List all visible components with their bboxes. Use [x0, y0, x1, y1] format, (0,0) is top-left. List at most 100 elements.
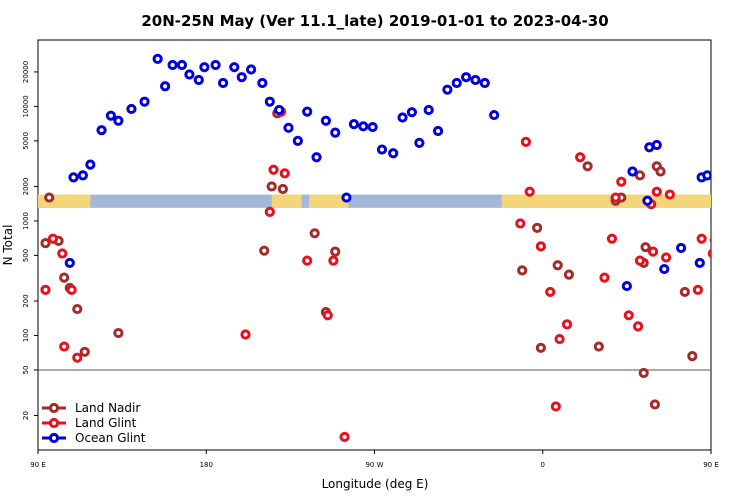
data-point — [279, 168, 290, 179]
data-point — [72, 352, 83, 363]
data-point — [376, 144, 388, 155]
data-point — [524, 186, 535, 197]
data-point — [85, 159, 96, 170]
data-point — [47, 233, 59, 244]
data-point — [722, 127, 729, 134]
legend-item: Ocean Glint — [42, 431, 146, 445]
data-point — [582, 161, 593, 172]
data-point — [675, 242, 687, 254]
data-point — [470, 74, 481, 86]
data-point — [339, 431, 350, 443]
data-point — [745, 105, 750, 112]
data-point — [634, 170, 646, 181]
chart-title: 20N-25N May (Ver 11.1_late) 2019-01-01 t… — [141, 12, 608, 30]
y-axis-label: N Total — [1, 225, 15, 266]
data-point — [535, 342, 546, 353]
legend-swatch-marker — [48, 432, 60, 444]
series-ocean-glint — [64, 53, 750, 292]
data-point — [634, 255, 646, 266]
data-point — [432, 125, 444, 137]
data-point — [719, 343, 726, 350]
data-point — [649, 399, 661, 410]
data-point — [520, 136, 532, 147]
x-tick-label: 90 W — [365, 461, 383, 469]
data-point — [229, 62, 240, 73]
data-point — [461, 72, 472, 83]
data-point — [68, 172, 79, 183]
data-point — [358, 121, 369, 132]
data-point — [72, 303, 83, 315]
data-point — [193, 74, 204, 86]
data-point — [451, 77, 462, 89]
data-point — [274, 104, 285, 116]
data-point — [730, 274, 737, 281]
x-tick-label: 90 E — [703, 461, 719, 469]
data-point — [246, 64, 257, 75]
x-tick-label: 180 — [200, 461, 213, 469]
data-point — [113, 115, 124, 126]
data-point — [442, 84, 453, 95]
data-point — [561, 319, 573, 330]
data-point — [651, 186, 662, 197]
data-point — [623, 310, 634, 321]
data-point — [489, 109, 500, 121]
data-point — [330, 127, 341, 138]
data-point — [264, 96, 275, 107]
data-point — [679, 286, 690, 298]
data-point — [552, 260, 563, 271]
data-point — [126, 103, 137, 115]
data-point — [737, 117, 744, 124]
legend-swatch-marker — [48, 402, 60, 414]
data-point — [236, 72, 247, 83]
data-point — [696, 233, 707, 244]
data-point — [692, 284, 704, 295]
data-point — [40, 284, 51, 295]
data-point — [517, 265, 528, 276]
data-point — [277, 183, 288, 195]
data-point — [659, 263, 670, 275]
legend-label: Land Glint — [75, 416, 137, 430]
data-point — [739, 284, 746, 291]
data-point — [414, 137, 425, 149]
data-point — [640, 242, 651, 253]
data-point — [139, 96, 150, 107]
data-point — [651, 139, 662, 151]
data-point — [66, 284, 77, 295]
data-point — [259, 245, 270, 256]
data-point — [105, 110, 117, 121]
data-point — [732, 112, 739, 119]
x-tick-label: 0 — [541, 461, 545, 469]
data-point — [160, 81, 171, 92]
data-point — [44, 192, 55, 203]
y-tick-label: 5000 — [22, 132, 30, 150]
data-point — [257, 77, 268, 89]
data-point — [593, 341, 604, 352]
data-point — [720, 237, 727, 244]
data-point — [64, 257, 75, 269]
y-tick-label: 100 — [22, 329, 30, 342]
legend-item: Land Glint — [42, 416, 137, 430]
land-segment — [501, 194, 711, 208]
data-points — [40, 53, 750, 443]
data-point — [309, 228, 320, 239]
y-axis-ticks: 20 50 100 200 500 1000 2000 5000 10000 20000 — [22, 61, 38, 420]
data-point — [707, 248, 711, 259]
data-point — [96, 125, 107, 136]
data-point — [627, 166, 638, 177]
data-point — [176, 59, 188, 71]
data-point — [77, 170, 88, 181]
data-point — [57, 248, 68, 259]
data-point — [554, 333, 565, 345]
legend-label: Land Nadir — [75, 401, 140, 415]
y-tick-label: 20000 — [22, 61, 30, 83]
x-tick-label: 90 E — [30, 461, 46, 469]
data-point — [397, 112, 408, 123]
land-segment — [271, 194, 302, 208]
data-point — [610, 192, 621, 203]
data-point — [40, 238, 51, 249]
data-point — [266, 181, 277, 192]
data-point — [240, 329, 251, 340]
data-point — [217, 77, 229, 89]
data-point — [545, 286, 556, 298]
